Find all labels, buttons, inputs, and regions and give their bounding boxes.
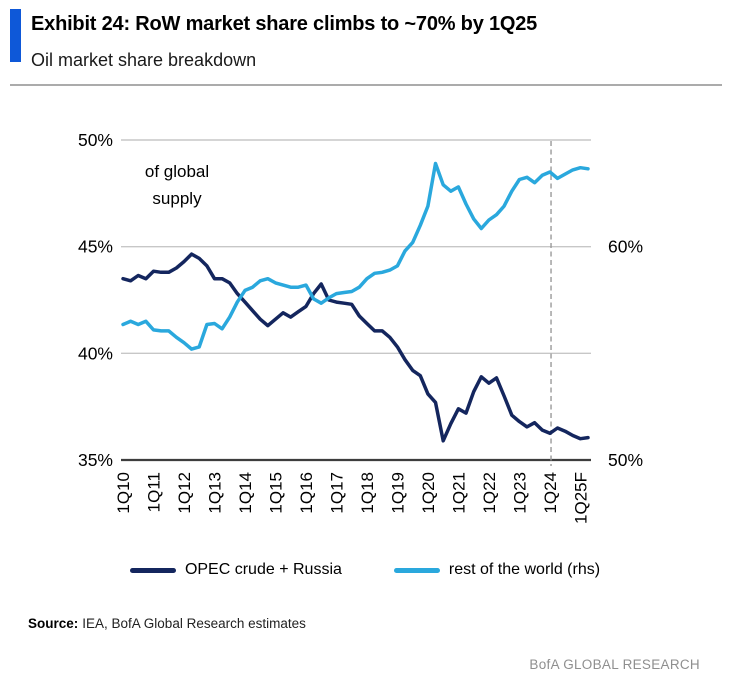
- x-axis-tick-label: 1Q12: [175, 472, 194, 514]
- x-axis-tick-label: 1Q13: [205, 472, 224, 514]
- source-text: IEA, BofA Global Research estimates: [82, 616, 306, 631]
- exhibit-title: Exhibit 24: RoW market share climbs to ~…: [31, 13, 538, 35]
- legend-item-rest-of-world: rest of the world (rhs): [393, 561, 601, 579]
- x-axis-tick-label: 1Q17: [327, 472, 346, 514]
- series-rest-of-world: [121, 161, 590, 351]
- x-axis-tick-label: 1Q25F: [571, 472, 590, 524]
- chart-legend: OPEC crude + Russia rest of the world (r…: [0, 561, 730, 579]
- left-axis-tick-label: 35%: [78, 450, 113, 470]
- right-axis-tick-label: 50%: [608, 450, 643, 470]
- x-axis-tick-label: 1Q14: [236, 472, 255, 514]
- exhibit-accent-bar: [10, 9, 21, 62]
- x-axis-tick-label: 1Q22: [480, 472, 499, 514]
- x-axis-tick-label: 1Q11: [144, 472, 163, 512]
- x-axis-tick-label: 1Q20: [419, 472, 438, 514]
- source-label: Source:: [28, 616, 79, 631]
- x-axis-tick-label: 1Q19: [388, 472, 407, 514]
- series-opec-crude-russia: [121, 252, 590, 443]
- x-axis-tick-label: 1Q16: [297, 472, 316, 514]
- right-axis-tick-label: 60%: [608, 237, 643, 257]
- x-axis-tick-label: 1Q15: [266, 472, 285, 514]
- x-axis-tick-label: 1Q21: [449, 472, 468, 514]
- x-axis-tick-label: 1Q23: [510, 472, 529, 514]
- left-axis-tick-label: 50%: [78, 130, 113, 150]
- legend-label: rest of the world (rhs): [448, 561, 601, 578]
- header-divider: [10, 84, 722, 86]
- axis-units-annotation: of global supply: [144, 162, 210, 208]
- legend-label: OPEC crude + Russia: [184, 561, 342, 578]
- brand-line: BofA GLOBAL RESEARCH: [529, 657, 700, 672]
- chart-subtitle: Oil market share breakdown: [31, 50, 257, 70]
- source-line: Source: IEA, BofA Global Research estimat…: [28, 616, 306, 631]
- x-axis-tick-label: 1Q24: [541, 472, 560, 514]
- x-axis-tick-label: 1Q10: [114, 472, 133, 514]
- left-axis-tick-label: 40%: [78, 343, 113, 363]
- x-axis-tick-label: 1Q18: [358, 472, 377, 514]
- legend-swatch: [129, 567, 176, 573]
- legend-item-opec-crude-russia: OPEC crude + Russia: [129, 561, 342, 579]
- legend-swatch: [393, 567, 440, 573]
- left-axis-tick-label: 45%: [78, 237, 113, 257]
